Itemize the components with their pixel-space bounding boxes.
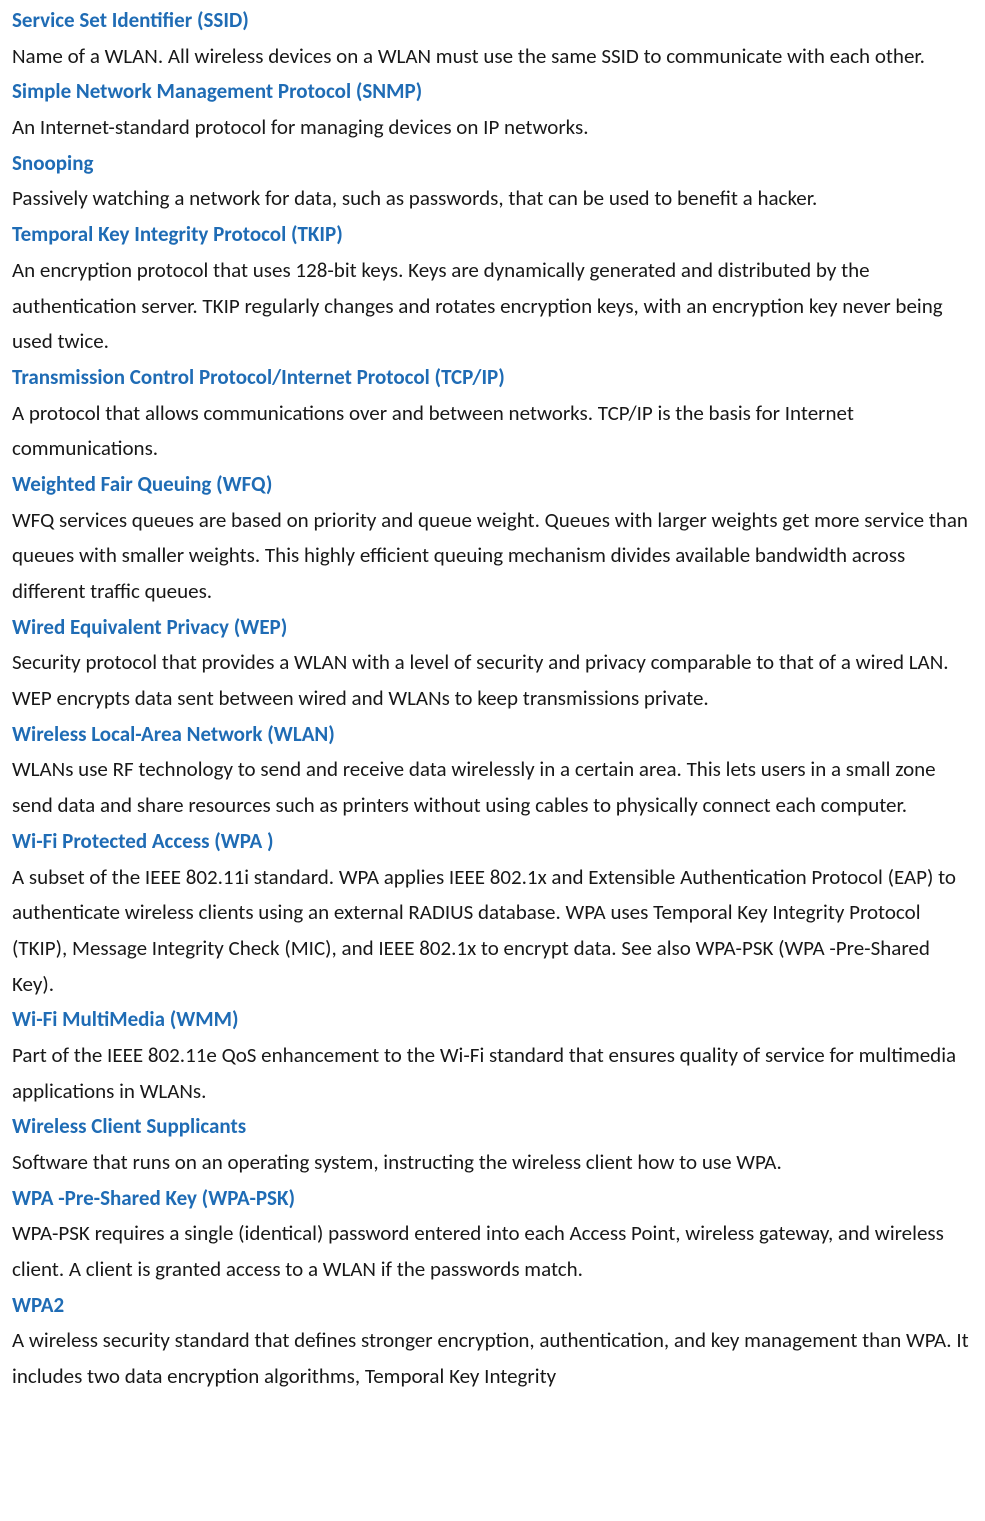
glossary-definition: Part of the IEEE 802.11e QoS enhancement… [12, 1038, 973, 1109]
glossary-definition: WLANs use RF technology to send and rece… [12, 752, 973, 823]
glossary-definition: Name of a WLAN. All wireless devices on … [12, 39, 973, 75]
glossary-term: Snooping [12, 146, 973, 182]
glossary-definition: A subset of the IEEE 802.11i standard. W… [12, 860, 973, 1003]
glossary-definition: An encryption protocol that uses 128-bit… [12, 253, 973, 360]
glossary-term: Transmission Control Protocol/Internet P… [12, 360, 973, 396]
glossary-definition: A protocol that allows communications ov… [12, 396, 973, 467]
glossary-definition: WPA-PSK requires a single (identical) pa… [12, 1216, 973, 1287]
glossary-term: WPA -Pre-Shared Key (WPA-PSK) [12, 1181, 973, 1217]
glossary-term: Simple Network Management Protocol (SNMP… [12, 74, 973, 110]
glossary-term: Wireless Local-Area Network (WLAN) [12, 717, 973, 753]
glossary-definition: An Internet-standard protocol for managi… [12, 110, 973, 146]
glossary-term: Wireless Client Supplicants [12, 1109, 973, 1145]
glossary-term: Temporal Key Integrity Protocol (TKIP) [12, 217, 973, 253]
glossary-term: Wired Equivalent Privacy (WEP) [12, 610, 973, 646]
glossary-term: WPA2 [12, 1288, 973, 1324]
glossary-definition: Passively watching a network for data, s… [12, 181, 973, 217]
glossary-definition: Software that runs on an operating syste… [12, 1145, 973, 1181]
glossary-definition: A wireless security standard that define… [12, 1323, 973, 1394]
glossary-term: Weighted Fair Queuing (WFQ) [12, 467, 973, 503]
glossary-definition: Security protocol that provides a WLAN w… [12, 645, 973, 716]
glossary-term: Wi-Fi MultiMedia (WMM) [12, 1002, 973, 1038]
glossary-container: Service Set Identifier (SSID)Name of a W… [12, 3, 973, 1395]
glossary-term: Service Set Identifier (SSID) [12, 3, 973, 39]
glossary-term: Wi-Fi Protected Access (WPA ) [12, 824, 973, 860]
glossary-definition: WFQ services queues are based on priorit… [12, 503, 973, 610]
